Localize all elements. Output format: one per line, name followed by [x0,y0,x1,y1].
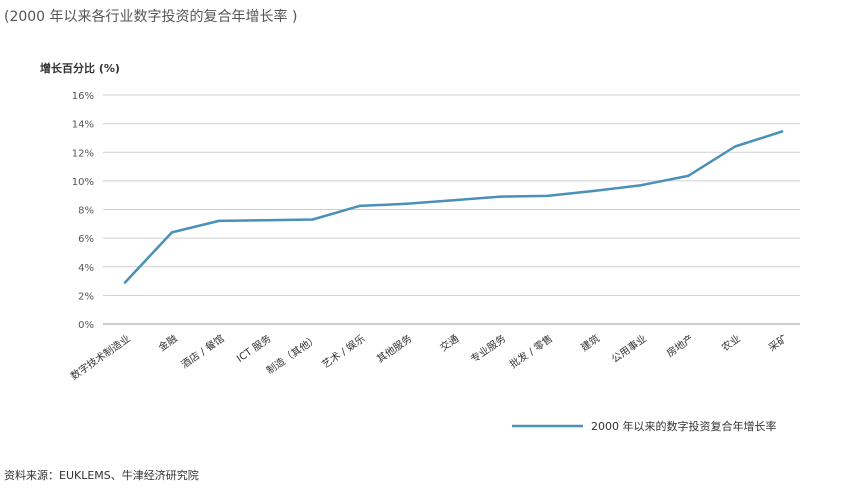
data-point [358,204,361,208]
legend: 2000 年以来的数字投资复合年增长率 [512,419,777,433]
x-category-label: 房地产 [664,332,696,360]
y-tick-labels: 0% 2% 4% 6% 8% 10% 12% 14% 16% [72,91,94,331]
y-tick-label: 14% [72,120,94,131]
data-point [593,189,596,193]
y-tick-label: 0% [78,320,94,331]
source-note: 资料来源：EUKLEMS、牛津经济研究院 [4,469,199,482]
legend-label: 2000 年以来的数字投资复合年增长率 [591,419,777,433]
data-point [311,218,314,221]
x-category-label: 金融 [156,332,180,354]
data-series [123,130,784,284]
data-point [546,194,549,198]
y-tick-label: 8% [78,206,94,217]
x-category-label: 交通 [437,332,461,354]
data-point [217,219,221,223]
y-tick-label: 10% [72,177,94,188]
data-point [405,202,408,205]
x-category-label: 专业服务 [468,332,508,366]
data-point [640,183,643,187]
grid-lines [103,94,800,325]
data-point [452,198,455,202]
data-point [123,281,127,284]
x-category-label: 酒店 / 餐馆 [178,332,226,371]
series-line-0 [123,130,784,284]
x-category-label: 建筑 [578,332,602,354]
data-point [170,231,174,234]
chart-subtitle: (2000 年以来各行业数字投资的复合年增长率 ) [4,9,298,25]
data-point [733,145,737,148]
x-category-label: 采矿 [766,332,790,354]
x-category-label: 艺术 / 娱乐 [319,332,367,371]
data-point [780,130,784,133]
x-category-label: 其他服务 [374,332,414,366]
x-category-label: 制造（其他） [264,332,321,377]
y-tick-label: 4% [78,263,94,274]
y-axis-label: 增长百分比 (%) [40,62,120,75]
y-tick-label: 6% [78,234,94,245]
x-category-label: 数字技术制造业 [68,332,133,383]
y-tick-label: 12% [72,148,94,159]
data-point [264,219,267,222]
y-tick-label: 2% [78,291,94,302]
x-category-label: ICT 服务 [234,332,274,365]
x-category-label: 农业 [719,332,743,354]
x-category-label: 公用事业 [609,332,649,366]
data-point [686,174,690,178]
data-point [499,195,502,198]
x-category-label: 批发 / 零售 [507,332,555,371]
y-tick-label: 16% [72,91,94,102]
